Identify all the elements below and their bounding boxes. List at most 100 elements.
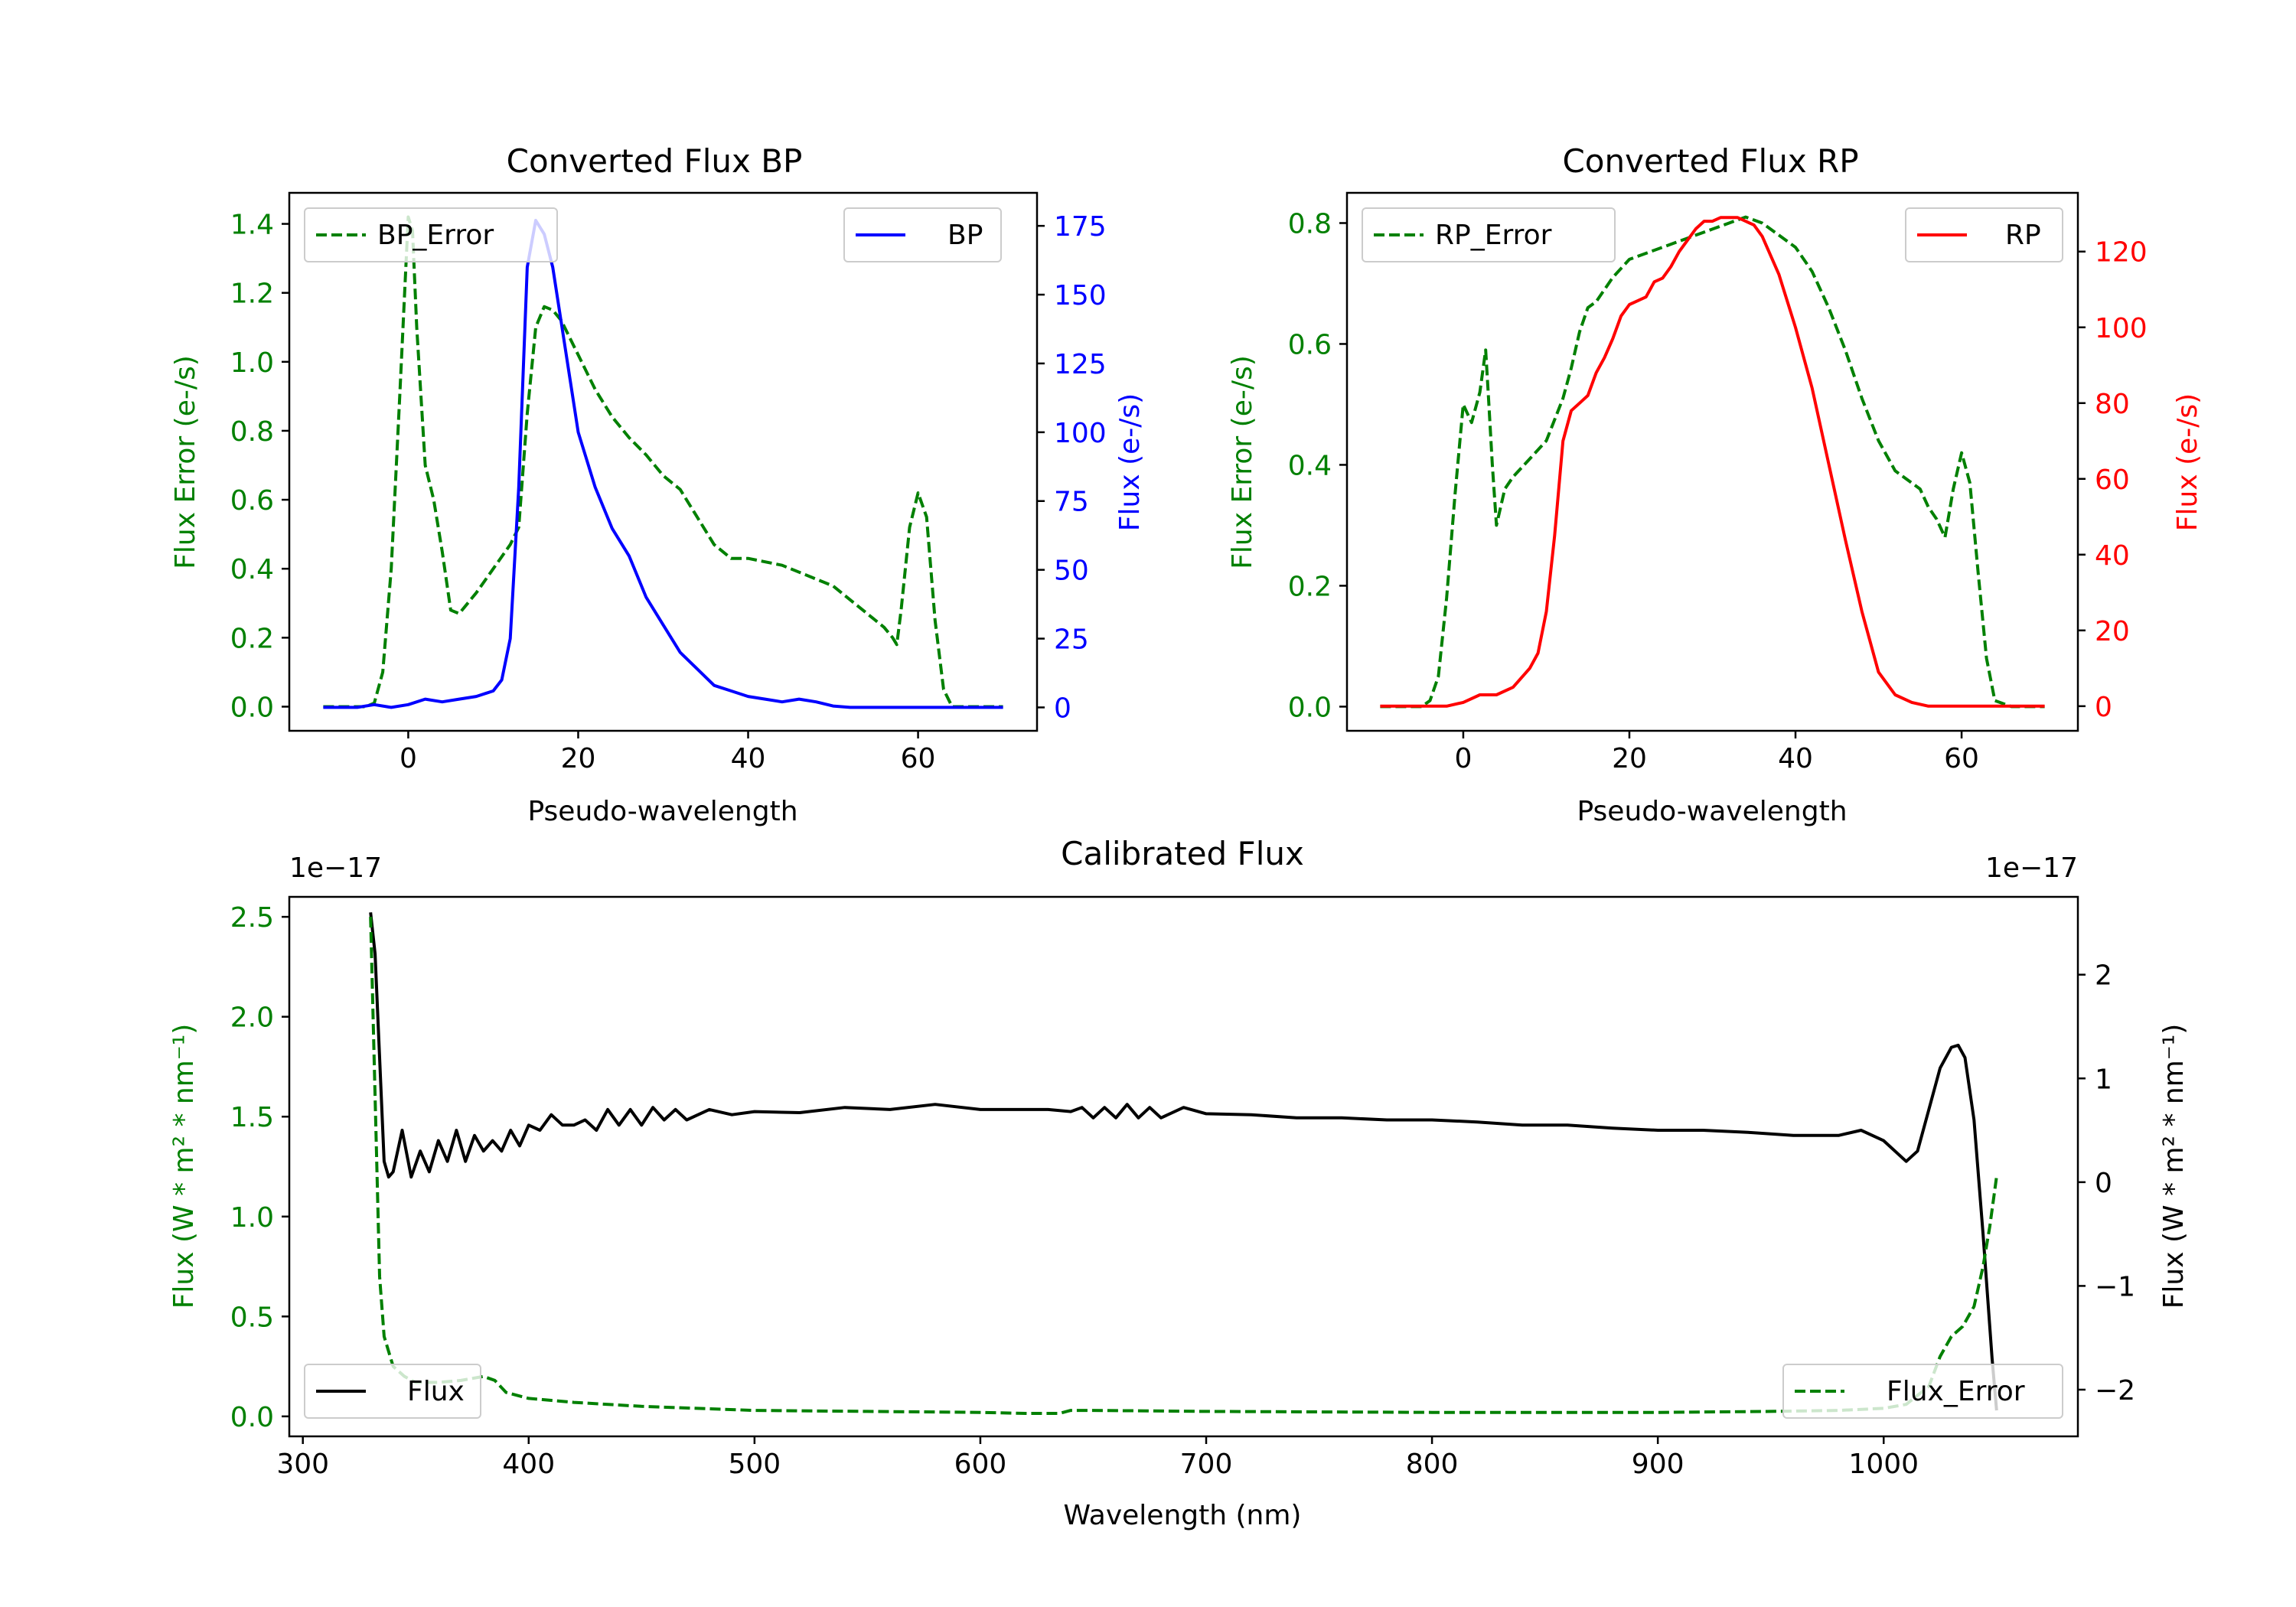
rp-ytick-right-label: 60: [2095, 464, 2130, 496]
cal-legend-right: Flux_Error: [1782, 1364, 2063, 1419]
bp-ytick-left-label: 1.2: [230, 279, 274, 310]
rp-xtick-label: 60: [1944, 743, 1979, 774]
bp-xlabel: Pseudo-wavelength: [527, 796, 797, 827]
bp-xtick-label: 20: [561, 743, 596, 774]
bp-legend-left: BP_Error: [304, 207, 558, 262]
bp-ylabel-left: Flux Error (e-/s): [170, 355, 201, 569]
cal-ylabel-right: Flux (W * m² * nm⁻¹): [2158, 1024, 2190, 1309]
bp-ytick-left-label: 1.4: [230, 210, 274, 241]
bp-ytick-left-label: 0.0: [230, 692, 274, 723]
calibrated-ytick-right-label: 0: [2095, 1168, 2112, 1199]
cal-legend-right-box: [1782, 1364, 2063, 1419]
bp-legend-left-label: BP_Error: [377, 220, 494, 251]
calibrated-ytick-left-label: 1.0: [230, 1202, 274, 1234]
panel-rp: Converted Flux RP 0 20 40 60 0.0 0.2 0.4 0.6 0.8…: [1227, 142, 2203, 827]
calibrated-ytick-right-label: −1: [2095, 1271, 2135, 1302]
cal-xlabel: Wavelength (nm): [1064, 1500, 1302, 1531]
bp-xtick-label: 40: [731, 743, 766, 774]
bp-ytick-left-label: 0.8: [230, 416, 274, 448]
cal-offset-left: 1e−17: [289, 852, 382, 884]
rp-series-rp-error: [1380, 215, 2045, 709]
calibrated-ytick-left-label: 0.0: [230, 1402, 274, 1433]
bp-ytick-right-label: 50: [1054, 556, 1089, 587]
rp-ylabel-left: Flux Error (e-/s): [1227, 355, 1258, 569]
bp-ytick-right-label: 75: [1054, 487, 1089, 518]
cal-legend-left-box: [304, 1364, 481, 1419]
bp-xtick-label: 0: [400, 743, 417, 774]
cal-ylabel-left: Flux (W * m² * nm⁻¹): [168, 1024, 200, 1309]
calibrated-ytick-right-label: 2: [2095, 960, 2112, 992]
cal-ticks-layer: 300 400 500 600 700 800 900 1000 0.0 0.5 1.0 1.5 2.0…: [230, 902, 2135, 1480]
bp-ytick-right-label: 25: [1054, 624, 1089, 656]
calibrated-ytick-right-label: −2: [2095, 1375, 2135, 1407]
rp-plot-frame: [1345, 191, 2079, 732]
rp-legend-left: RP_Error: [1362, 207, 1616, 262]
calibrated-series-flux-error: [369, 917, 1998, 1415]
cal-title: Calibrated Flux: [1061, 835, 1304, 872]
bp-ytick-right-label: 0: [1054, 693, 1071, 724]
rp-legend-left-box: [1362, 207, 1616, 262]
calibrated-xtick-label: 900: [1632, 1449, 1684, 1480]
bp-legend-right-box: [843, 207, 1002, 262]
bp-series-bp: [323, 219, 1003, 709]
rp-ytick-right-label: 120: [2095, 237, 2148, 269]
rp-title: Converted Flux RP: [1562, 142, 1858, 180]
bp-ytick-left-label: 0.2: [230, 623, 274, 654]
rp-xtick-label: 40: [1778, 743, 1813, 774]
rp-legend-left-label: RP_Error: [1435, 220, 1552, 251]
rp-xtick-label: 20: [1612, 743, 1647, 774]
calibrated-xtick-label: 1000: [1848, 1449, 1919, 1480]
rp-ytick-left-label: 0.6: [1288, 329, 1332, 360]
bp-plot-frame: [288, 191, 1039, 732]
cal-legend-right-label: Flux_Error: [1887, 1376, 2025, 1407]
bp-ytick-right-label: 125: [1054, 349, 1107, 380]
calibrated-ytick-left-label: 0.5: [230, 1302, 274, 1333]
cal-offset-right: 1e−17: [1985, 852, 2078, 884]
rp-ytick-right-label: 20: [2095, 616, 2130, 647]
rp-ytick-left-label: 0.4: [1288, 450, 1332, 481]
bp-series-bp-error: [323, 215, 1003, 709]
bp-title: Converted Flux BP: [507, 142, 803, 180]
panel-bp: Converted Flux BP 0 20 40 60 0.0 0.2 0.4 0.6 0.8…: [170, 142, 1146, 827]
rp-series-layer: [1380, 215, 2045, 709]
calibrated-xtick-label: 700: [1180, 1449, 1233, 1480]
bp-legend-right-label: BP: [947, 220, 983, 251]
calibrated-xtick-label: 500: [728, 1449, 781, 1480]
rp-legend-right-label: RP: [2005, 220, 2041, 251]
calibrated-series-flux: [369, 912, 1998, 1411]
bp-ytick-right-label: 100: [1054, 418, 1107, 449]
bp-ytick-right-label: 175: [1054, 211, 1107, 243]
cal-legend-left-label: Flux: [407, 1376, 465, 1407]
bp-xtick-label: 60: [901, 743, 936, 774]
calibrated-xtick-label: 800: [1406, 1449, 1459, 1480]
calibrated-xtick-label: 400: [502, 1449, 555, 1480]
bp-ytick-left-label: 0.4: [230, 554, 274, 585]
bp-ticks-layer: 0 20 40 60 0.0 0.2 0.4 0.6 0.8 1.0 1.2 1.4 0 25 50 75 10…: [230, 210, 1107, 774]
rp-ylabel-right: Flux (e-/s): [2172, 393, 2203, 531]
calibrated-ytick-left-label: 2.0: [230, 1002, 274, 1034]
panel-calibrated: Calibrated Flux 1e−17 1e−17 300 400 500 600…: [168, 835, 2190, 1531]
bp-ylabel-right: Flux (e-/s): [1114, 393, 1146, 531]
calibrated-ytick-right-label: 1: [2095, 1064, 2112, 1095]
bp-series-layer: [323, 215, 1003, 709]
rp-ytick-right-label: 80: [2095, 389, 2130, 420]
bp-legend-left-box: [304, 207, 558, 262]
rp-series-rp: [1380, 216, 2045, 708]
rp-ytick-right-label: 100: [2095, 313, 2148, 344]
cal-series-layer: [369, 912, 1998, 1415]
rp-ytick-right-label: 40: [2095, 540, 2130, 572]
calibrated-ytick-left-label: 2.5: [230, 902, 274, 934]
calibrated-xtick-label: 600: [954, 1449, 1007, 1480]
rp-ytick-left-label: 0.0: [1288, 692, 1332, 723]
rp-ytick-left-label: 0.2: [1288, 571, 1332, 602]
bp-ytick-left-label: 0.6: [230, 485, 274, 517]
rp-legend-right-box: [1905, 207, 2063, 262]
bp-ytick-right-label: 150: [1054, 280, 1107, 311]
bp-legend-right: BP: [843, 207, 1002, 262]
bp-ytick-left-label: 1.0: [230, 347, 274, 379]
rp-legend-right: RP: [1905, 207, 2063, 262]
cal-plot-frame: [288, 895, 2079, 1438]
calibrated-ytick-left-label: 1.5: [230, 1102, 274, 1133]
rp-ytick-left-label: 0.8: [1288, 208, 1332, 240]
